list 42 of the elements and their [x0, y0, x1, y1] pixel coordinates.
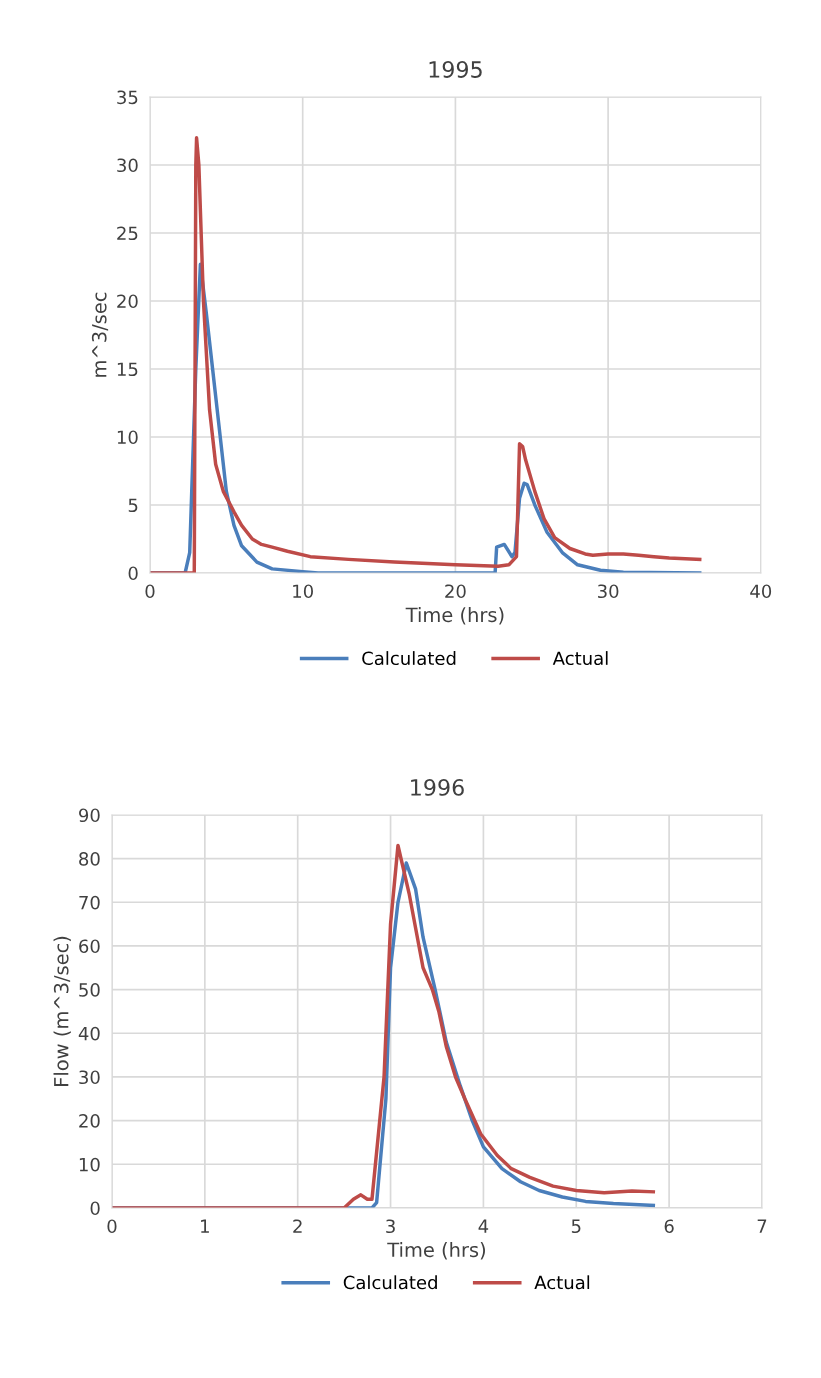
y-tick-label: 0	[128, 566, 138, 581]
legend-label: Calculated	[362, 651, 456, 666]
y-tick-label: 10	[117, 430, 138, 445]
x-tick-label: 10	[293, 584, 313, 599]
y-tick-label: 25	[117, 226, 138, 241]
x-tick-label: 30	[598, 584, 619, 599]
y-tick-label: 30	[79, 1070, 100, 1085]
y-tick-label: 80	[79, 852, 100, 866]
y-tick-label: 15	[117, 362, 138, 377]
y-tick-label: 90	[79, 808, 100, 823]
y-tick-label: 40	[78, 1026, 100, 1041]
y-tick-label: 20	[79, 1114, 100, 1128]
chart-title: 1995	[429, 61, 482, 78]
x-axis-title: Time (hrs)	[405, 607, 504, 625]
x-tick-label: 0	[107, 1219, 117, 1234]
y-axis-title: Flow (m^3/sec)	[53, 936, 71, 1086]
x-tick-label: 3	[386, 1219, 395, 1234]
y-tick-label: 35	[117, 90, 138, 105]
y-tick-label: 0	[90, 1201, 100, 1216]
line-series	[150, 136, 702, 573]
y-tick-label: 10	[79, 1157, 100, 1172]
y-tick-label: 20	[117, 294, 138, 309]
x-tick-label: 0	[145, 584, 155, 599]
y-tick-label: 70	[79, 895, 100, 910]
x-tick-label: 6	[664, 1219, 674, 1234]
x-tick-label: 1	[201, 1219, 209, 1233]
x-tick-label: 20	[445, 584, 466, 599]
legend-label: Actual	[552, 651, 608, 666]
x-tick-label: 2	[293, 1219, 302, 1233]
x-tick-label: 7	[757, 1219, 767, 1233]
y-tick-label: 50	[79, 983, 100, 997]
y-tick-label: 60	[79, 939, 100, 954]
legend-label: Calculated	[343, 1275, 437, 1290]
y-tick-label: 30	[117, 158, 138, 173]
chart-title: 1996	[411, 779, 464, 796]
y-axis-title: m^3/sec	[91, 292, 109, 377]
x-axis-title: Time (hrs)	[387, 1242, 485, 1260]
x-tick-label: 40	[750, 584, 772, 599]
x-tick-label: 5	[571, 1219, 581, 1234]
y-tick-label: 5	[128, 498, 138, 513]
legend-label: Actual	[534, 1275, 590, 1290]
x-tick-label: 4	[478, 1219, 489, 1233]
